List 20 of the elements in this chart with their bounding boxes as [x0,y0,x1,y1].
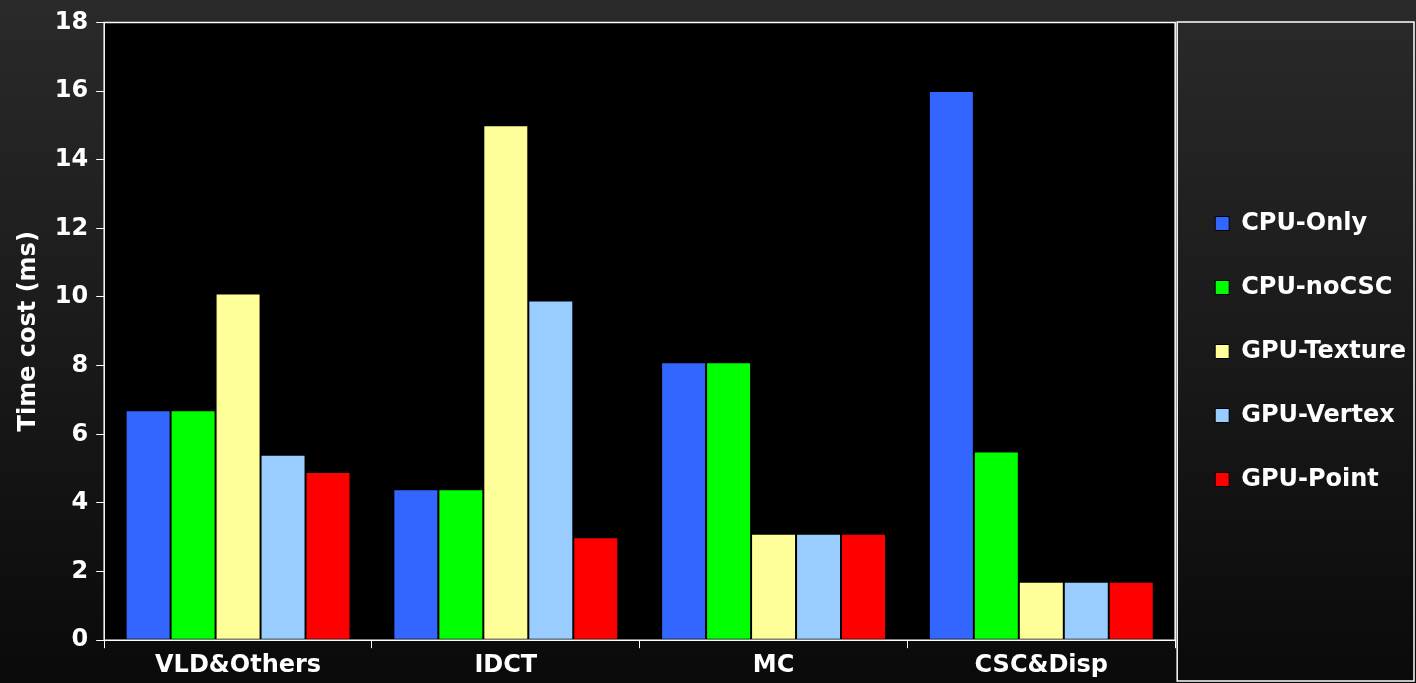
y-tick-label: 0 [71,624,89,653]
x-tick-label: MC [752,649,795,678]
y-tick-label: 16 [54,75,89,104]
x-tick-label: VLD&Others [155,649,322,678]
y-tick-label: 10 [54,281,89,310]
y-tick-label: 4 [71,487,89,516]
y-tick-label: 6 [71,418,89,447]
legend-label: GPU-Vertex [1241,399,1396,428]
legend-label: CPU-Only [1241,207,1368,236]
y-tick-label: 14 [54,143,89,172]
y-tick-label: 2 [71,555,89,584]
y-axis-title: Time cost (ms) [12,231,41,432]
y-tick-label: 8 [71,349,89,378]
x-tick-label: IDCT [474,649,538,678]
y-tick-label: 18 [54,6,89,35]
legend-label: GPU-Texture [1241,335,1406,364]
y-tick-label: 12 [54,212,89,241]
x-tick-label: CSC&Disp [974,649,1109,678]
legend-label: GPU-Point [1241,463,1379,492]
legend-label: CPU-noCSC [1241,271,1393,300]
